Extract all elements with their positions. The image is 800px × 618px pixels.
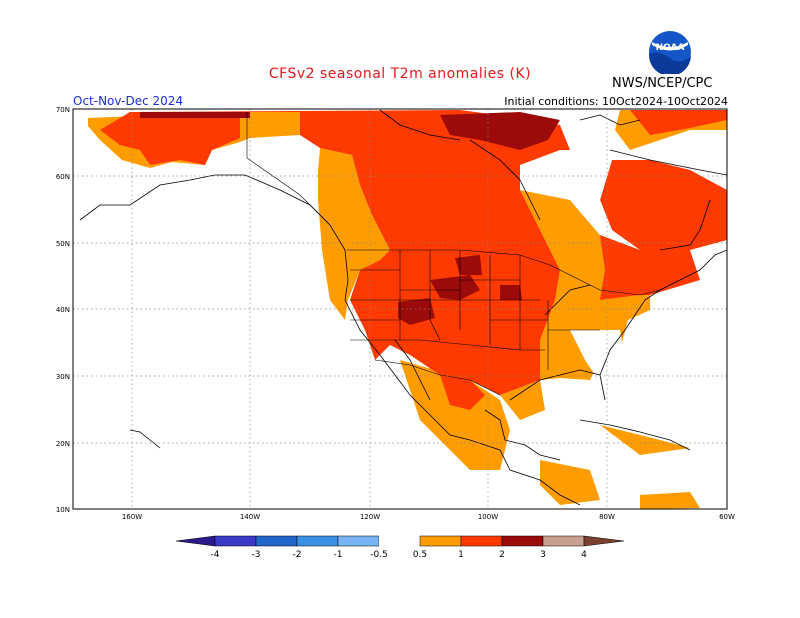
anomaly-red <box>440 375 485 410</box>
lat-label: 70N <box>56 106 70 114</box>
map-frame <box>72 108 728 510</box>
legend-swatch-m2-m1 <box>296 535 339 547</box>
legend-swatch-lt-minus4 <box>175 535 216 547</box>
anomaly-darkred <box>455 255 482 275</box>
lon-label: 80W <box>599 513 615 521</box>
legend-swatch-p2-p3 <box>501 535 544 547</box>
anomaly-darkred <box>440 112 560 150</box>
lat-label: 20N <box>56 440 70 448</box>
anomaly-darkred <box>398 298 435 325</box>
legend-swatch-gt4 <box>583 535 625 547</box>
latitude-labels: 70N 60N 50N 40N 30N 20N 10N <box>56 106 70 514</box>
lon-label: 140W <box>240 513 260 521</box>
lon-label: 60W <box>719 513 735 521</box>
legend-swatch-neutral <box>379 536 420 546</box>
agency-label: NWS/NCEP/CPC <box>612 76 713 91</box>
lon-label: 160W <box>122 513 142 521</box>
legend-label: -3 <box>252 550 261 560</box>
lat-label: 40N <box>56 306 70 314</box>
legend-swatch-m4-m3 <box>214 535 257 547</box>
anomaly-neutral <box>300 148 320 170</box>
anomaly-orange <box>600 425 690 455</box>
anomaly-orange <box>540 460 600 505</box>
lat-label: 30N <box>56 373 70 381</box>
anomaly-red <box>600 160 727 250</box>
anomaly-shading <box>88 110 727 509</box>
anomaly-darkred <box>140 112 250 118</box>
anomaly-red <box>100 112 240 165</box>
legend-label: 1 <box>458 550 464 560</box>
legend-label: -2 <box>293 550 302 560</box>
legend-label: -4 <box>211 550 220 560</box>
legend-swatch-m3-m2 <box>255 535 298 547</box>
legend-swatch-m1-m05 <box>337 535 380 547</box>
anomaly-darkred <box>500 285 522 300</box>
legend-swatch-p05-p1 <box>419 535 462 547</box>
anomaly-orange <box>318 148 390 320</box>
lon-label: 120W <box>360 513 380 521</box>
legend-label: -1 <box>334 550 343 560</box>
legend-label: -0.5 <box>370 550 388 560</box>
anomaly-orange <box>500 380 545 420</box>
lon-label: 100W <box>478 513 498 521</box>
legend-swatch-p1-p2 <box>460 535 503 547</box>
legend-label: 4 <box>581 550 587 560</box>
legend-label: 3 <box>540 550 546 560</box>
noaa-logo-text: NOAA <box>656 43 685 53</box>
anomaly-darkred <box>430 275 480 300</box>
season-label: Oct-Nov-Dec 2024 <box>73 94 184 108</box>
longitude-labels: 160W 140W 120W 100W 80W 60W <box>122 513 735 521</box>
political-borders <box>246 112 661 396</box>
anomaly-red <box>600 235 700 300</box>
legend-swatch-p3-p4 <box>542 535 585 547</box>
anomaly-orange <box>400 360 510 470</box>
anomaly-neutral <box>570 330 625 380</box>
initial-conditions-label: Initial conditions: 10Oct2024-10Oct2024 <box>504 95 728 108</box>
color-legend <box>175 535 625 547</box>
anomaly-neutral <box>520 150 612 235</box>
map-grid <box>73 109 727 509</box>
anomaly-orange <box>640 492 700 509</box>
legend-label: 2 <box>499 550 505 560</box>
map-title: CFSv2 seasonal T2m anomalies (K) <box>268 66 532 82</box>
noaa-logo-icon: NOAA <box>648 31 691 74</box>
lat-label: 60N <box>56 173 70 181</box>
lat-label: 50N <box>56 240 70 248</box>
lat-label: 10N <box>56 506 70 514</box>
legend-labels: -4 -3 -2 -1 -0.5 0.5 1 2 3 4 <box>211 550 588 560</box>
anomaly-red <box>630 110 727 135</box>
legend-label: 0.5 <box>413 550 427 560</box>
